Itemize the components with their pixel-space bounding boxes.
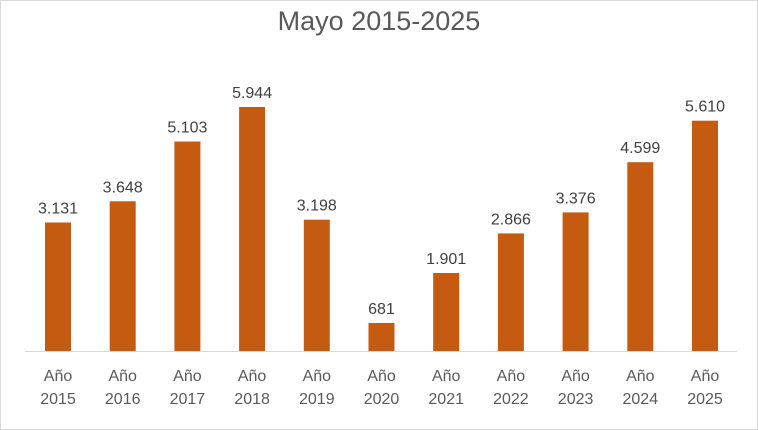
bar: [692, 120, 718, 351]
data-label: 3.648: [103, 179, 143, 196]
data-label: 5.944: [232, 85, 272, 102]
x-tick-label-line: Año: [173, 368, 202, 385]
x-tick-label-line: 2022: [493, 391, 529, 408]
bar: [109, 201, 136, 351]
bar: [433, 273, 460, 351]
x-tick-label: Año 2023: [558, 368, 594, 408]
x-tick-label-line: 2018: [234, 391, 270, 408]
x-tick-label-line: 2024: [623, 391, 659, 408]
bar: [368, 323, 395, 351]
bar: [627, 162, 654, 351]
x-tick-label: Año 2022: [493, 368, 529, 408]
data-label: 3.131: [38, 201, 78, 218]
data-label: 4.599: [620, 140, 660, 157]
x-tick-label: Año 2024: [623, 368, 659, 408]
x-tick-label-line: 2015: [40, 391, 76, 408]
x-tick-label: Año 2020: [364, 368, 400, 408]
x-tick-label-line: 2025: [687, 391, 723, 408]
x-tick-label-line: 2023: [558, 391, 594, 408]
x-tick-label-line: Año: [691, 368, 720, 385]
bar: [303, 219, 330, 351]
x-tick-label-line: 2021: [428, 391, 464, 408]
x-tick-label: Año 2018: [234, 368, 270, 408]
x-tick-label-line: Año: [303, 368, 332, 385]
x-tick-labels-layer: Año 2015 Año 2016 Año 2017 Año 2018 Año 2019 Año 20…: [40, 368, 723, 408]
x-tick-label-line: 2020: [364, 391, 400, 408]
data-label: 3.198: [297, 198, 337, 215]
data-label: 2.866: [491, 211, 531, 228]
bar: [239, 107, 266, 351]
bar: [497, 233, 524, 351]
bar: [174, 141, 201, 351]
x-tick-label-line: Año: [432, 368, 461, 385]
x-tick-label-line: 2019: [299, 391, 335, 408]
x-tick-label-line: 2016: [105, 391, 141, 408]
x-tick-label-line: Año: [44, 368, 73, 385]
data-labels-layer: 3.131 3.648 5.103 5.944 3.198 681 1.901 2.866 3.…: [38, 85, 725, 318]
x-tick-label-line: Año: [497, 368, 526, 385]
bar: [562, 212, 589, 351]
x-tick-label: Año 2017: [170, 368, 206, 408]
x-tick-label: Año 2015: [40, 368, 76, 408]
x-tick-label-line: Año: [238, 368, 267, 385]
x-tick-label-line: Año: [561, 368, 590, 385]
data-label: 5.103: [167, 120, 207, 137]
data-label: 681: [368, 301, 395, 318]
x-tick-label-line: Año: [367, 368, 396, 385]
bars-layer: [45, 107, 718, 351]
x-tick-label-line: 2017: [170, 391, 206, 408]
x-tick-label-line: Año: [626, 368, 655, 385]
bar: [45, 222, 71, 351]
chart-title: Mayo 2015-2025: [277, 6, 481, 36]
x-tick-label-line: Año: [108, 368, 137, 385]
x-tick-label: Año 2016: [105, 368, 141, 408]
data-label: 5.610: [685, 99, 725, 116]
x-tick-label: Año 2025: [687, 368, 723, 408]
data-label: 3.376: [556, 190, 596, 207]
x-tick-label: Año 2019: [299, 368, 335, 408]
data-label: 1.901: [426, 251, 466, 268]
x-tick-label: Año 2021: [428, 368, 464, 408]
